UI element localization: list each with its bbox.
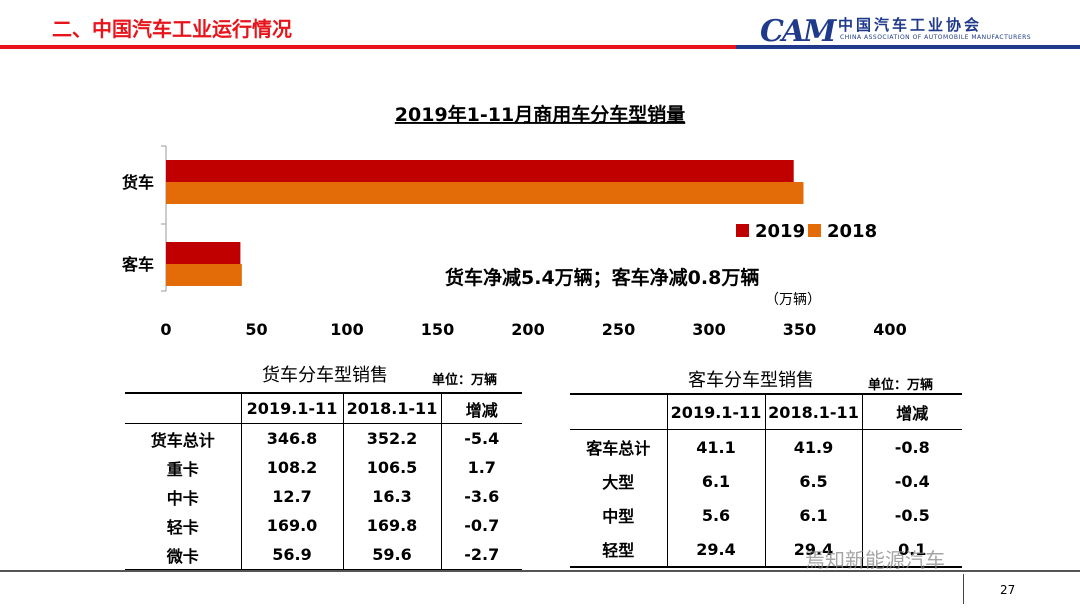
value-cell: 59.6 — [342, 540, 441, 571]
table-header-cell — [125, 392, 241, 424]
x-tick-label: 50 — [245, 320, 267, 339]
x-tick-label: 350 — [783, 320, 816, 339]
table-header-cell: 2018.1-11 — [764, 393, 862, 430]
value-cell: 56.9 — [240, 540, 343, 571]
x-tick-label: 200 — [511, 320, 544, 339]
cam-logo-mark: CAM — [760, 14, 836, 49]
table-header-row: 2019.1-11 2018.1-11 增减 — [570, 393, 962, 430]
value-cell: 169.0 — [240, 511, 343, 540]
x-tick-label: 400 — [873, 320, 906, 339]
truck-sales-table: 2019.1-11 2018.1-11 增减 货车总计 346.8 352.2 -5.4 重卡… — [125, 392, 522, 571]
logo-english-name: CHINA ASSOCIATION OF AUTOMOBILE MANUFACT… — [840, 34, 1032, 41]
footer-rule — [0, 570, 1080, 572]
value-cell: 6.5 — [764, 464, 862, 498]
row-label-cell: 轻卡 — [166, 517, 199, 537]
category-label: 客车 — [122, 255, 154, 274]
bar-2019-bus — [166, 242, 241, 264]
table-row: 大型 6.1 6.5 -0.4 — [570, 464, 962, 498]
header-rule — [0, 45, 736, 49]
value-cell: 346.8 — [240, 423, 343, 453]
table-row: 中卡 12.7 16.3 -3.6 — [125, 482, 522, 511]
logo-chinese-name: 中国汽车工业协会 — [838, 16, 983, 34]
row-label-cell: 大型 — [602, 473, 635, 492]
row-label-cell: 轻型 — [570, 532, 667, 568]
value-cell: 41.9 — [764, 429, 862, 464]
table-header-cell: 2019.1-11 — [240, 392, 343, 424]
value-cell: 12.7 — [240, 482, 343, 511]
value-cell: -0.5 — [861, 498, 962, 532]
row-label-cell: 微卡 — [125, 540, 241, 571]
value-cell: -2.7 — [440, 540, 522, 571]
value-cell: -3.6 — [440, 482, 522, 511]
table-row: 重卡 108.2 106.5 1.7 — [125, 453, 522, 482]
row-label-cell: 重卡 — [166, 459, 199, 479]
value-cell: -0.8 — [861, 429, 962, 464]
row-label-cell: 客车总计 — [586, 439, 651, 458]
truck-table-unit: 单位：万辆 — [432, 373, 498, 388]
x-tick-label: 100 — [330, 320, 363, 339]
table-row: 轻型 29.4 29.4 0.1 — [570, 532, 962, 568]
table-header-cell: 2018.1-11 — [342, 392, 441, 424]
legend-swatch-2019 — [736, 224, 749, 237]
bus-sales-table: 2019.1-11 2018.1-11 增减客车总计 41.1 41.9 -0.8 大型 6.… — [570, 393, 962, 568]
x-tick-label: 300 — [692, 320, 725, 339]
legend-swatch-2018 — [808, 224, 821, 237]
legend-label-2019: 2019 — [755, 221, 805, 242]
chart-annotation: 货车净减5.4万辆；客车净减0.8万辆 — [445, 266, 759, 289]
section-title: 二、中国汽车工业运行情况 — [52, 17, 292, 41]
value-cell: 169.8 — [342, 511, 441, 540]
bus-table-title: 客车分车型销售 — [688, 370, 814, 391]
row-label-cell: 中卡 — [166, 488, 199, 508]
table-header-cell: 2019.1-11 — [666, 393, 765, 430]
x-axis-unit: （万辆） — [765, 292, 821, 308]
value-cell: 352.2 — [342, 423, 441, 453]
row-label-cell: 中型 — [602, 507, 635, 526]
table-header-row: 2019.1-11 2018.1-11 增减 — [125, 392, 522, 424]
x-tick-label: 150 — [421, 320, 454, 339]
value-cell: -5.4 — [440, 423, 522, 453]
value-cell: 108.2 — [240, 453, 343, 482]
value-cell: 106.5 — [342, 453, 441, 482]
category-label: 货车 — [122, 173, 154, 192]
page-number: 27 — [1000, 583, 1016, 597]
legend-label-2018: 2018 — [827, 221, 877, 242]
value-cell: -0.4 — [861, 464, 962, 498]
value-cell: 1.7 — [440, 453, 522, 482]
table-header-cell — [570, 393, 667, 430]
header-rule-accent — [736, 45, 1080, 49]
table-row: 微卡 56.9 59.6 -2.7 — [125, 540, 522, 571]
table-row: 客车总计 41.1 41.9 -0.8 — [570, 429, 962, 464]
x-tick-label: 0 — [160, 320, 171, 339]
table-row: 货车总计 346.8 352.2 -5.4 — [125, 423, 522, 453]
bar-2019-truck — [166, 160, 794, 182]
value-cell: 5.6 — [666, 498, 765, 532]
value-cell: 41.1 — [666, 429, 765, 464]
footer-divider — [963, 574, 964, 604]
x-tick-label: 250 — [602, 320, 635, 339]
value-cell: 6.1 — [666, 464, 765, 498]
row-label-cell: 货车总计 — [150, 430, 215, 450]
chart-title: 2019年1-11月商用车分车型销量 — [395, 103, 685, 126]
value-cell: 0.1 — [861, 532, 962, 568]
table-row: 中型 5.6 6.1 -0.5 — [570, 498, 962, 532]
bar-2018-bus — [166, 264, 242, 286]
value-cell: -0.7 — [440, 511, 522, 540]
value-cell: 29.4 — [764, 532, 862, 568]
bar-2018-truck — [166, 182, 804, 204]
value-cell: 6.1 — [764, 498, 862, 532]
table-header-cell: 增减 — [861, 393, 962, 430]
watermark: 焉知新能源汽车 — [805, 548, 945, 572]
table-row: 轻卡 169.0 169.8 -0.7 — [125, 511, 522, 540]
value-cell: 29.4 — [666, 532, 765, 568]
table-header-cell: 增减 — [440, 392, 522, 424]
truck-table-title: 货车分车型销售 — [262, 365, 388, 386]
bus-table-unit: 单位：万辆 — [868, 378, 934, 393]
value-cell: 16.3 — [342, 482, 441, 511]
